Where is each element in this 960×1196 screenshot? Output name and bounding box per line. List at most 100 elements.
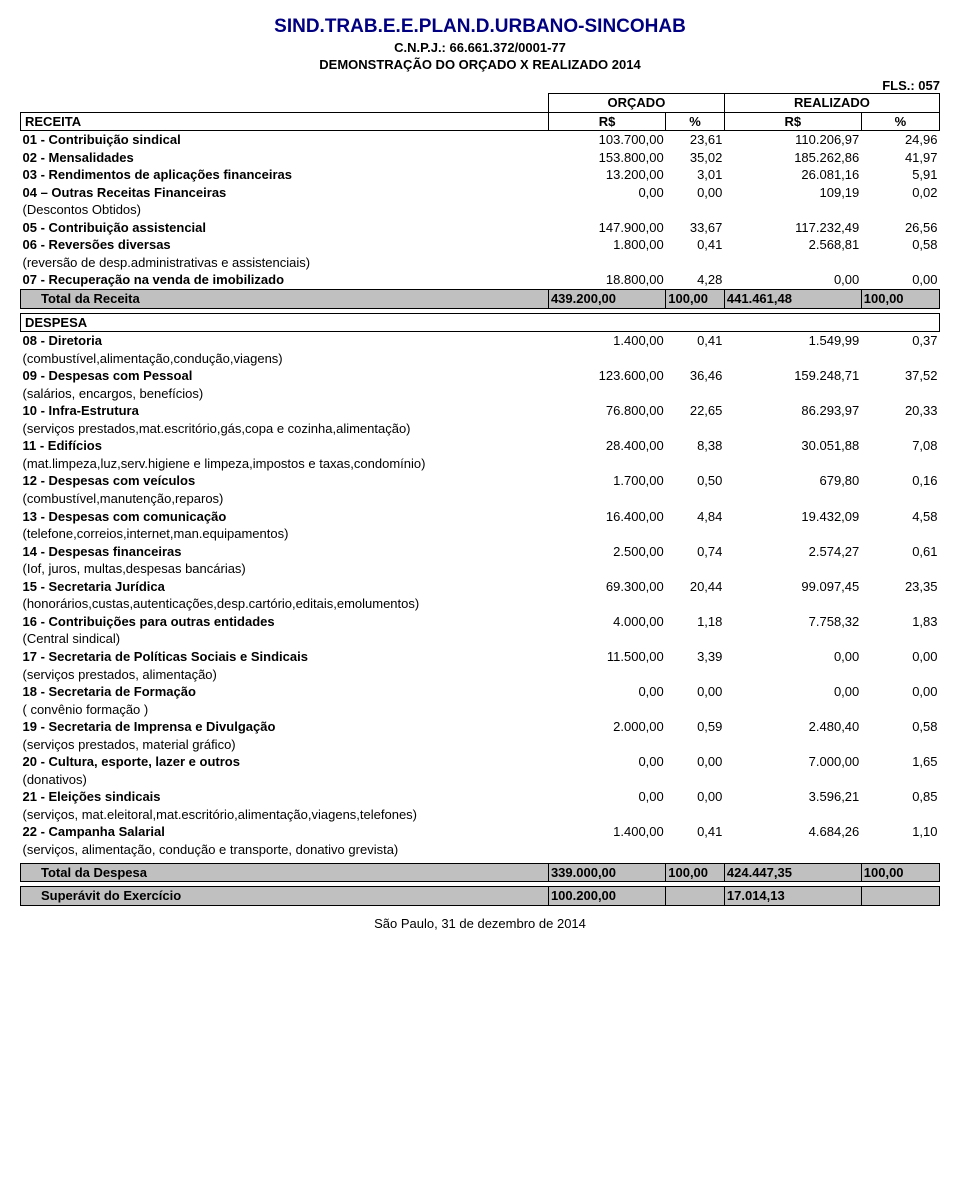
table-row: 14 - Despesas financeiras2.500,000,742.5… xyxy=(21,543,940,561)
table-row: ( convênio formação ) xyxy=(21,701,940,719)
realizado-header: REALIZADO xyxy=(724,94,939,113)
receita-total-v1: 439.200,00 xyxy=(548,290,665,309)
col-rs1: R$ xyxy=(548,112,665,131)
row-val: 3,01 xyxy=(666,166,725,184)
row-val: 0,00 xyxy=(724,648,861,666)
row-val: 33,67 xyxy=(666,219,725,237)
receita-total-v2: 441.461,48 xyxy=(724,290,861,309)
row-label: 09 - Despesas com Pessoal xyxy=(21,367,549,385)
row-label: 22 - Campanha Salarial xyxy=(21,823,549,841)
receita-total-label: Total da Receita xyxy=(21,290,549,309)
row-note: ( convênio formação ) xyxy=(21,701,940,719)
row-val: 4.000,00 xyxy=(548,613,665,631)
row-val: 0,41 xyxy=(666,823,725,841)
row-val: 2.568,81 xyxy=(724,236,861,254)
col-pct1: % xyxy=(666,112,725,131)
row-label: 13 - Despesas com comunicação xyxy=(21,508,549,526)
table-row: 19 - Secretaria de Imprensa e Divulgação… xyxy=(21,718,940,736)
row-val: 26,56 xyxy=(861,219,939,237)
despesa-total-v1: 339.000,00 xyxy=(548,863,665,882)
row-val: 28.400,00 xyxy=(548,437,665,455)
row-val: 0,00 xyxy=(548,683,665,701)
table-row: (combustível,alimentação,condução,viagen… xyxy=(21,350,940,368)
row-val: 123.600,00 xyxy=(548,367,665,385)
table-row: (honorários,custas,autenticações,desp.ca… xyxy=(21,595,940,613)
row-val: 0,00 xyxy=(548,788,665,806)
row-val: 1.700,00 xyxy=(548,472,665,490)
row-val: 1,65 xyxy=(861,753,939,771)
row-note: (serviços, mat.eleitoral,mat.escritório,… xyxy=(21,806,940,824)
row-val: 2.574,27 xyxy=(724,543,861,561)
table-row: (serviços prestados, alimentação) xyxy=(21,666,940,684)
superavit-row: Superávit do Exercício 100.200,00 17.014… xyxy=(21,887,940,906)
superavit-v1: 100.200,00 xyxy=(548,887,665,906)
row-note: (mat.limpeza,luz,serv.higiene e limpeza,… xyxy=(21,455,940,473)
row-val: 0,00 xyxy=(861,648,939,666)
row-label: 18 - Secretaria de Formação xyxy=(21,683,549,701)
table-row: 17 - Secretaria de Políticas Sociais e S… xyxy=(21,648,940,666)
table-row: 10 - Infra-Estrutura76.800,0022,6586.293… xyxy=(21,402,940,420)
row-note: (telefone,correios,internet,man.equipame… xyxy=(21,525,940,543)
receita-total-row: Total da Receita 439.200,00 100,00 441.4… xyxy=(21,290,940,309)
row-val: 0,00 xyxy=(861,271,939,289)
row-note: (combustível,manutenção,reparos) xyxy=(21,490,940,508)
row-val: 37,52 xyxy=(861,367,939,385)
row-val: 153.800,00 xyxy=(548,149,665,167)
row-label: 10 - Infra-Estrutura xyxy=(21,402,549,420)
row-note: (Central sindical) xyxy=(21,630,940,648)
row-val: 0,59 xyxy=(666,718,725,736)
col-rs2: R$ xyxy=(724,112,861,131)
row-val: 0,37 xyxy=(861,332,939,350)
row-val: 86.293,97 xyxy=(724,402,861,420)
table-row: 11 - Edifícios28.400,008,3830.051,887,08 xyxy=(21,437,940,455)
row-val: 16.400,00 xyxy=(548,508,665,526)
row-note: (serviços prestados,mat.escritório,gás,c… xyxy=(21,420,940,438)
table-row: 21 - Eleições sindicais0,000,003.596,210… xyxy=(21,788,940,806)
row-val: 24,96 xyxy=(861,131,939,149)
row-label: 20 - Cultura, esporte, lazer e outros xyxy=(21,753,549,771)
group-header-row: ORÇADO REALIZADO xyxy=(21,94,940,113)
budget-table: ORÇADO REALIZADO RECEITA R$ % R$ % 01 - … xyxy=(20,93,940,906)
row-val: 103.700,00 xyxy=(548,131,665,149)
row-label: 16 - Contribuições para outras entidades xyxy=(21,613,549,631)
row-val: 0,50 xyxy=(666,472,725,490)
row-label: 06 - Reversões diversas xyxy=(21,236,549,254)
table-row: 05 - Contribuição assistencial147.900,00… xyxy=(21,219,940,237)
despesa-total-v2: 424.447,35 xyxy=(724,863,861,882)
row-val: 110.206,97 xyxy=(724,131,861,149)
row-label: 14 - Despesas financeiras xyxy=(21,543,549,561)
row-label: 21 - Eleições sindicais xyxy=(21,788,549,806)
superavit-v2: 17.014,13 xyxy=(724,887,861,906)
row-val: 1.549,99 xyxy=(724,332,861,350)
row-val: 0,58 xyxy=(861,718,939,736)
despesa-title: DESPESA xyxy=(21,313,940,332)
table-row: (telefone,correios,internet,man.equipame… xyxy=(21,525,940,543)
row-label: 04 – Outras Receitas Financeiras xyxy=(21,184,549,202)
row-val: 0,00 xyxy=(548,184,665,202)
row-val: 23,61 xyxy=(666,131,725,149)
row-val: 20,33 xyxy=(861,402,939,420)
table-row: 16 - Contribuições para outras entidades… xyxy=(21,613,940,631)
row-note: (reversão de desp.administrativas e assi… xyxy=(21,254,940,272)
row-val: 0,85 xyxy=(861,788,939,806)
row-val: 0,00 xyxy=(666,184,725,202)
row-label: 07 - Recuperação na venda de imobilizado xyxy=(21,271,549,289)
despesa-total-p1: 100,00 xyxy=(666,863,725,882)
row-val: 1.400,00 xyxy=(548,332,665,350)
row-val: 185.262,86 xyxy=(724,149,861,167)
row-val: 2.500,00 xyxy=(548,543,665,561)
row-label: 03 - Rendimentos de aplicações financeir… xyxy=(21,166,549,184)
row-label: 12 - Despesas com veículos xyxy=(21,472,549,490)
table-row: 18 - Secretaria de Formação0,000,000,000… xyxy=(21,683,940,701)
row-val: 26.081,16 xyxy=(724,166,861,184)
row-note: (honorários,custas,autenticações,desp.ca… xyxy=(21,595,940,613)
row-val: 1,83 xyxy=(861,613,939,631)
table-row: 01 - Contribuição sindical103.700,0023,6… xyxy=(21,131,940,149)
receita-title: RECEITA xyxy=(21,112,549,131)
table-row: (Descontos Obtidos) xyxy=(21,201,940,219)
col-pct2: % xyxy=(861,112,939,131)
footer-date: São Paulo, 31 de dezembro de 2014 xyxy=(20,916,940,931)
row-val: 0,00 xyxy=(548,753,665,771)
row-val: 1.400,00 xyxy=(548,823,665,841)
row-note: (Descontos Obtidos) xyxy=(21,201,940,219)
